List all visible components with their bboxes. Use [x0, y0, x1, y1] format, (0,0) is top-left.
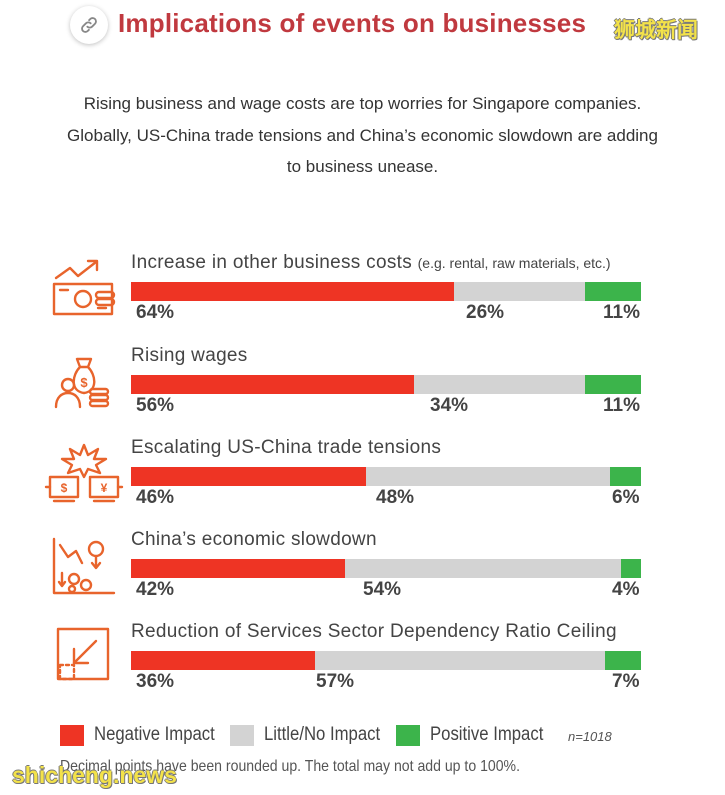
page-title: Implications of events on businesses	[118, 8, 587, 38]
legend-swatch-negative	[60, 725, 84, 746]
bar-segment-positive	[585, 282, 641, 301]
legend-swatch-positive	[396, 725, 420, 746]
row-note: (e.g. rental, raw materials, etc.)	[417, 255, 611, 271]
bar-segment-neutral	[454, 282, 586, 301]
stacked-bar	[131, 559, 641, 578]
stacked-bar	[131, 375, 641, 394]
link-icon	[81, 17, 97, 33]
value-label-neutral: 34%	[430, 395, 469, 416]
bar-segment-negative	[131, 375, 414, 394]
bar-segment-negative	[131, 559, 346, 578]
bar-segment-neutral	[314, 651, 606, 670]
stacked-bar	[131, 651, 641, 670]
subtitle-line: Rising business and wage costs are top w…	[83, 94, 642, 113]
watermark-chinese: 狮城新闻	[614, 19, 698, 42]
bar-segment-negative	[131, 651, 315, 670]
row-label: Increase in other business costs (e.g. r…	[131, 252, 611, 273]
bar-segment-neutral	[413, 375, 586, 394]
legend-label: Little/No Impact	[264, 724, 381, 745]
value-label-negative: 56%	[136, 395, 175, 416]
stacked-bar	[131, 467, 641, 486]
chart-row: Reduction of Services Sector Dependency …	[0, 621, 725, 715]
trade-clash-icon: $ ¥	[44, 443, 124, 503]
value-label-positive: 11%	[603, 302, 640, 323]
subtitle: Rising business and wage costs are top w…	[0, 88, 725, 183]
ratio-reduction-icon	[56, 627, 110, 681]
value-label-neutral: 26%	[466, 302, 505, 323]
value-label-neutral: 57%	[316, 671, 355, 692]
value-label-negative: 46%	[136, 487, 175, 508]
bar-segment-neutral	[345, 559, 621, 578]
subtitle-line: Globally, US-China trade tensions and Ch…	[67, 125, 658, 145]
watermark-site: shicheng.news	[12, 762, 177, 788]
value-label-negative: 36%	[136, 671, 175, 692]
bar-segment-positive	[605, 651, 641, 670]
svg-text:$: $	[80, 375, 88, 390]
value-label-positive: 7%	[612, 671, 640, 692]
subtitle-line: to business unease.	[286, 157, 439, 176]
bar-segment-negative	[131, 282, 455, 301]
money-bag-wages-icon: $	[54, 357, 110, 409]
bar-segment-positive	[585, 375, 641, 394]
footnote: Decimal points have been rounded up. The…	[60, 758, 520, 775]
chart-row: $ ¥ Escalating US-China trade tensions 4…	[0, 437, 725, 531]
value-label-positive: 6%	[612, 487, 640, 508]
stacked-bar	[131, 282, 641, 301]
rising-costs-icon	[52, 259, 116, 316]
header: Implications of events on businesses 狮城新…	[0, 0, 725, 50]
chart-row: Increase in other business costs (e.g. r…	[0, 252, 725, 346]
chart-row: $ Rising wages 56% 34% 11%	[0, 345, 725, 439]
bar-segment-positive	[610, 467, 641, 486]
svg-text:$: $	[61, 481, 68, 495]
bar-segment-positive	[620, 559, 641, 578]
sample-size: n=1018	[568, 729, 612, 744]
row-label: Reduction of Services Sector Dependency …	[131, 621, 617, 642]
value-label-negative: 42%	[136, 579, 175, 600]
row-label: China’s economic slowdown	[131, 529, 377, 550]
bar-segment-negative	[131, 467, 366, 486]
link-button[interactable]	[70, 6, 108, 44]
value-label-neutral: 54%	[363, 579, 402, 600]
economic-slowdown-icon	[52, 537, 116, 595]
legend-label: Positive Impact	[430, 724, 544, 745]
row-label: Escalating US-China trade tensions	[131, 437, 442, 458]
value-label-neutral: 48%	[376, 487, 415, 508]
value-label-positive: 11%	[603, 395, 640, 416]
value-label-positive: 4%	[612, 579, 640, 600]
legend-label: Negative Impact	[94, 724, 215, 745]
bar-segment-neutral	[365, 467, 611, 486]
value-label-negative: 64%	[136, 302, 175, 323]
legend-swatch-neutral	[230, 725, 254, 746]
svg-text:¥: ¥	[101, 481, 108, 495]
row-label: Rising wages	[131, 345, 248, 366]
chart-row: China’s economic slowdown 42% 54% 4%	[0, 529, 725, 623]
